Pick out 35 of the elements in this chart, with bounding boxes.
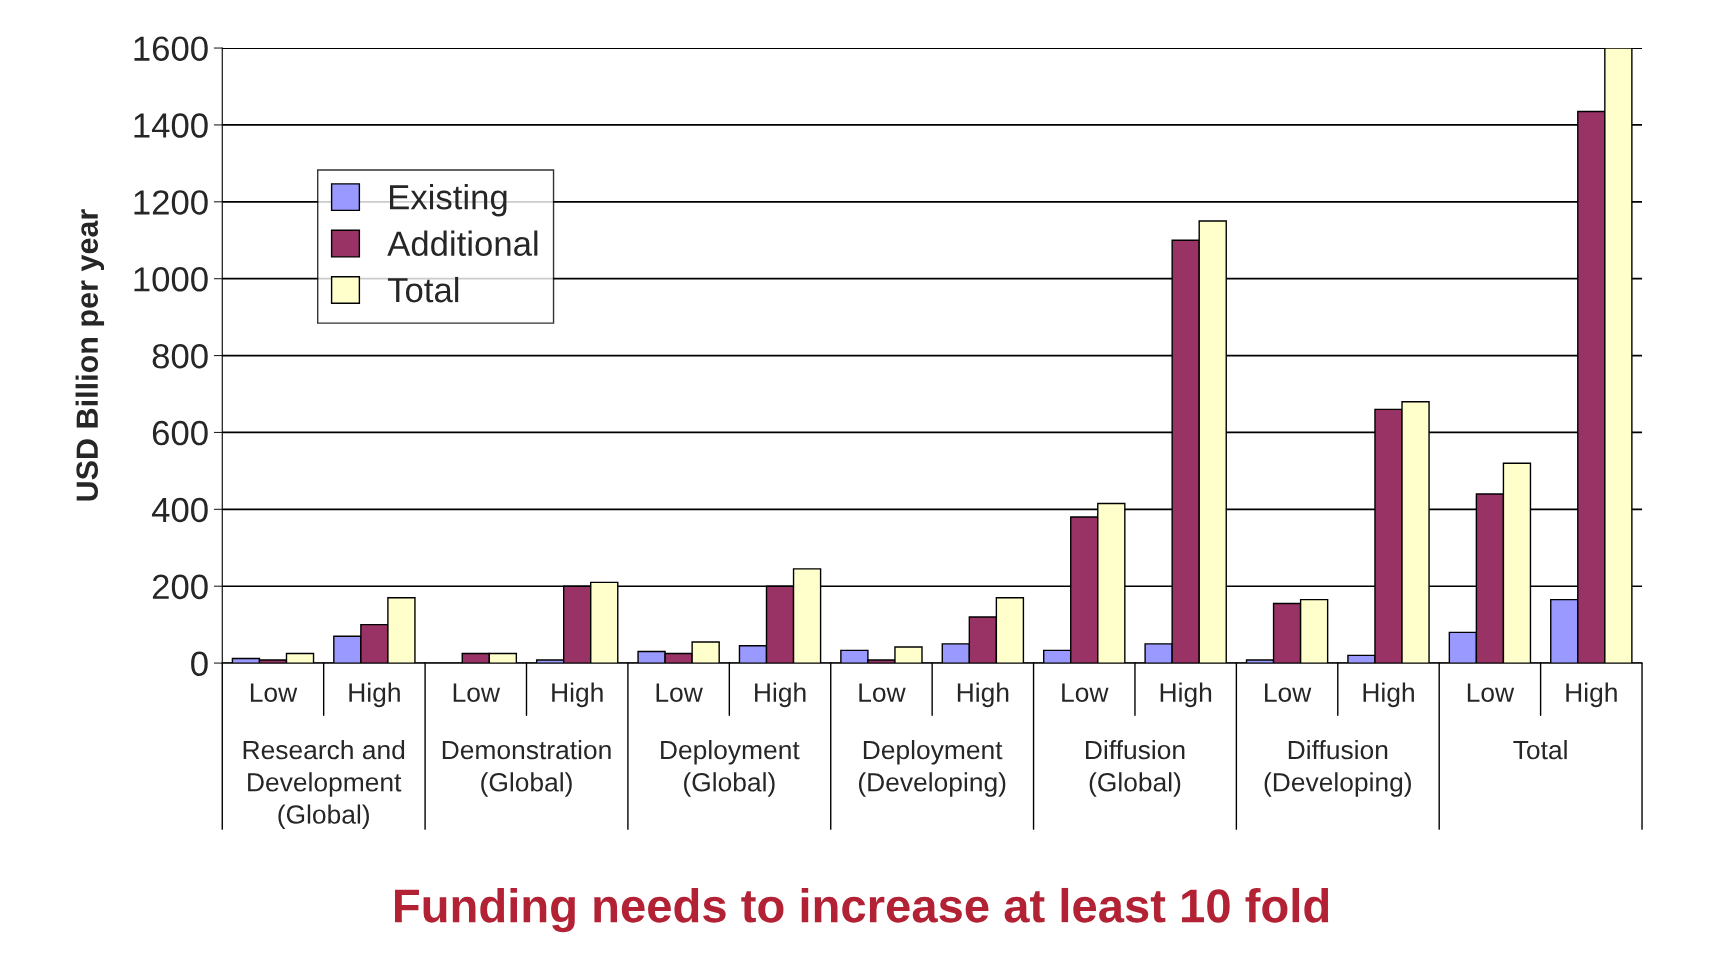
legend-label: Existing: [390, 184, 507, 217]
x-tick-label: Low: [859, 683, 906, 702]
text: Deployment (Global): [661, 739, 800, 797]
text: Research and Development (Global): [243, 739, 405, 830]
text: Demonstration (Global): [442, 739, 611, 797]
text: Diffusion (Developing): [1264, 739, 1411, 797]
y-tick-label: 0: [191, 651, 208, 677]
y-tick-label: 1400: [134, 113, 208, 138]
text: Funding needs to increase at least 10 fold: [394, 887, 1329, 933]
y-axis-title: USD Billion per year: [75, 209, 105, 501]
y-tick-label: 1600: [134, 36, 208, 61]
x-tick-label: High: [1363, 682, 1414, 708]
x-tick-label: Low: [250, 683, 298, 702]
legend-label: Additional: [387, 230, 538, 256]
text: Total: [1513, 739, 1567, 760]
x-tick-label: High: [1160, 682, 1212, 708]
y-tick-label: 400: [151, 497, 208, 523]
x-tick-label: High: [755, 682, 806, 708]
x-tick-label: Low: [1062, 683, 1109, 702]
y-tick-label: 600: [152, 420, 208, 446]
y-tick-label: 200: [152, 574, 208, 600]
x-tick-label: High: [1566, 682, 1617, 708]
legend-label: Total: [387, 276, 459, 303]
x-tick-label: Low: [1467, 683, 1515, 702]
x-tick-label: Low: [1265, 683, 1312, 702]
y-tick-label: 1200: [134, 190, 208, 215]
x-tick-label: High: [552, 682, 603, 708]
y-tick-label: 1000: [134, 267, 208, 292]
y-tick-label: 800: [152, 343, 208, 369]
text: Deployment (Developing): [858, 739, 1006, 797]
x-tick-label: Low: [656, 683, 703, 702]
x-tick-label: High: [957, 682, 1009, 708]
x-tick-label: High: [349, 682, 400, 708]
x-tick-label: Low: [453, 683, 501, 702]
text: Diffusion (Global): [1086, 739, 1185, 797]
